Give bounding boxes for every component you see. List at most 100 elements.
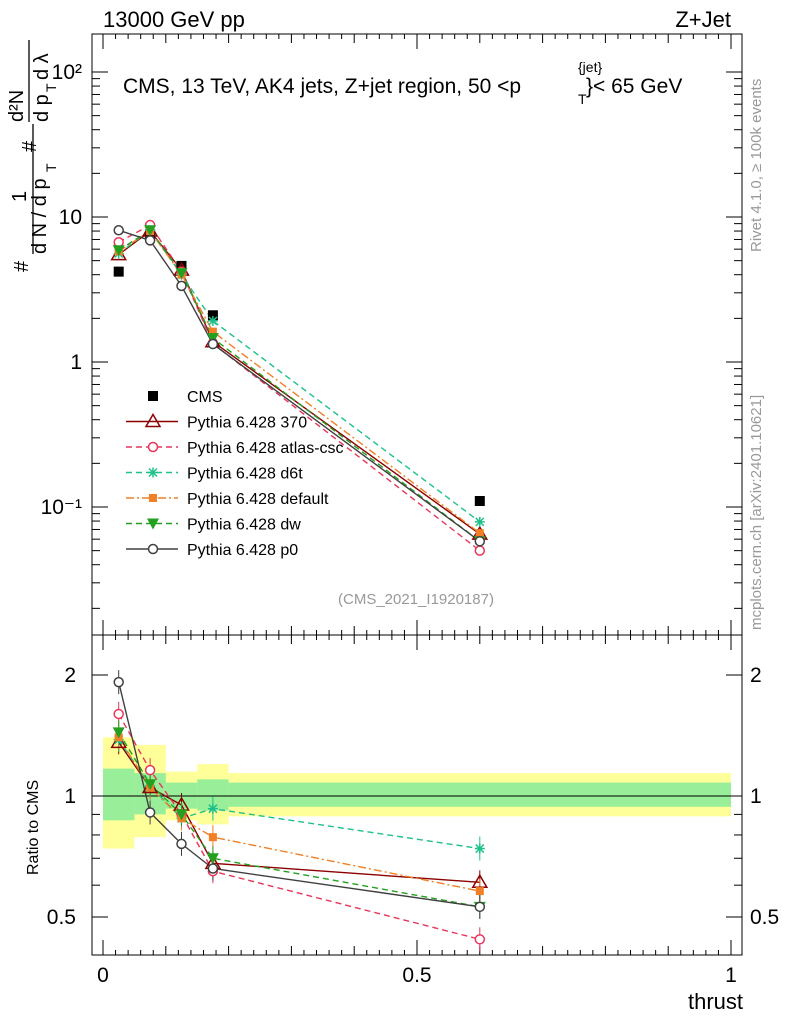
data-point xyxy=(147,441,159,453)
legend-label: Pythia 6.428 370 xyxy=(187,415,307,432)
legend-item: Pythia 6.428 default xyxy=(126,491,329,508)
data-point xyxy=(148,467,158,478)
data-point xyxy=(474,495,485,506)
y-tick-label: 1 xyxy=(70,351,82,374)
ylabel-hash: # xyxy=(11,260,33,272)
ylabel-one: 1 xyxy=(9,191,31,202)
header-right: Z+Jet xyxy=(675,7,731,32)
plot-title-end: }< 65 GeV xyxy=(586,75,682,98)
data-point xyxy=(175,809,188,821)
data-point xyxy=(176,260,187,271)
analysis-watermark: (CMS_2021_I1920187) xyxy=(338,591,494,608)
data-point xyxy=(474,545,486,556)
data-point xyxy=(176,838,187,850)
data-point xyxy=(147,518,159,530)
band-green xyxy=(103,768,135,821)
x-tick-label: 0.5 xyxy=(402,964,431,987)
data-point xyxy=(207,863,219,874)
legend: CMS Pythia 6.428 370 Pythia 6.428 atlas-cs… xyxy=(126,389,344,559)
series-line xyxy=(118,230,481,534)
data-point xyxy=(206,333,219,345)
data-point xyxy=(113,708,124,720)
legend-label: Pythia 6.428 dw xyxy=(187,517,301,534)
legend-label: Pythia 6.428 default xyxy=(187,491,329,508)
side-label-bottom: mcplots.cern.ch [arXiv:2401.10621] xyxy=(748,395,765,630)
ylabel-dN: d N / d p xyxy=(29,178,51,254)
x-axis-label: thrust xyxy=(688,989,743,1014)
ratio-y-tick-label-left: 0.5 xyxy=(47,906,76,929)
legend-label: Pythia 6.428 atlas-csc xyxy=(187,440,344,457)
data-point xyxy=(149,494,157,502)
data-point xyxy=(207,803,218,814)
data-point xyxy=(207,338,219,350)
legend-label: Pythia 6.428 p0 xyxy=(187,542,298,559)
ylabel-T-2: T xyxy=(43,83,59,92)
data-point xyxy=(207,310,218,321)
ratio-y-tick-label-left: 2 xyxy=(64,664,76,687)
data-point xyxy=(144,807,156,818)
legend-item: Pythia 6.428 atlas-csc xyxy=(126,440,344,457)
star-stroke xyxy=(208,804,218,814)
star-stroke xyxy=(148,467,158,478)
data-point xyxy=(175,268,188,280)
plot-title-sub: T xyxy=(578,91,587,107)
ylabel-T: T xyxy=(43,163,59,172)
data-point xyxy=(208,327,217,336)
data-point xyxy=(110,733,128,749)
data-point xyxy=(144,779,157,791)
series-line xyxy=(118,230,481,535)
data-point xyxy=(144,764,156,776)
star-stroke xyxy=(475,844,485,854)
legend-item: Pythia 6.428 370 xyxy=(126,413,307,432)
ratio-y-tick-label-right: 1 xyxy=(750,785,762,808)
ylabel-d2N: d²N xyxy=(6,90,28,122)
data-point xyxy=(113,676,124,688)
legend-item: Pythia 6.428 dw xyxy=(126,517,301,534)
y-tick-label: 10⁻¹ xyxy=(41,496,82,519)
data-point xyxy=(148,391,158,401)
data-point xyxy=(113,225,124,236)
legend-item: Pythia 6.428 p0 xyxy=(126,542,298,559)
legend-item: CMS xyxy=(148,389,223,406)
data-point xyxy=(112,245,125,257)
ratio-series-line xyxy=(118,713,480,940)
header-left: 13000 GeV pp xyxy=(103,7,245,32)
data-point xyxy=(474,843,485,854)
axis-tick-labels: 0 0.5 1 10⁻¹ 1 10 10² 0.5 0.5 1 1 2 2 xyxy=(41,61,780,987)
y-tick-label: 10 xyxy=(59,206,82,229)
data-point xyxy=(144,235,156,246)
main-y-axis-label: # 1 d N / d p T # d²N d p T d λ xyxy=(6,40,59,272)
data-point xyxy=(208,833,217,842)
plot-title-sup: {jet} xyxy=(578,59,602,75)
series-lines xyxy=(118,224,481,952)
data-point xyxy=(475,887,484,896)
data-point xyxy=(475,529,484,538)
ratio-y-tick-label-left: 1 xyxy=(64,785,76,808)
data-point xyxy=(474,536,486,547)
data-point xyxy=(176,280,187,292)
plot-title: CMS, 13 TeV, AK4 jets, Z+jet region, 50 … xyxy=(123,59,682,107)
axis-ticks xyxy=(92,34,742,955)
ratio-uncertainty-bands xyxy=(92,737,742,849)
star-stroke xyxy=(475,517,485,527)
legend-item: Pythia 6.428 d6t xyxy=(126,466,303,483)
ylabel-dlambda: d λ xyxy=(31,53,53,80)
data-point xyxy=(474,901,486,913)
ratio-y-axis-label: Ratio to CMS xyxy=(25,780,42,875)
data-point xyxy=(206,853,219,865)
data-point xyxy=(147,543,159,555)
side-label-top: Rivet 4.1.0, ≥ 100k events xyxy=(748,79,765,252)
legend-label: CMS xyxy=(187,389,223,406)
data-point xyxy=(207,315,218,326)
series-points xyxy=(110,219,489,945)
x-tick-label: 0 xyxy=(97,964,109,987)
data-point xyxy=(474,934,486,945)
ylabel-dpT: d p xyxy=(31,94,53,122)
data-point xyxy=(113,266,124,277)
ratio-y-tick-label-right: 2 xyxy=(750,664,762,687)
data-point xyxy=(112,727,125,739)
data-point xyxy=(144,413,162,428)
legend-label: Pythia 6.428 d6t xyxy=(187,466,303,483)
star-stroke xyxy=(208,316,218,326)
